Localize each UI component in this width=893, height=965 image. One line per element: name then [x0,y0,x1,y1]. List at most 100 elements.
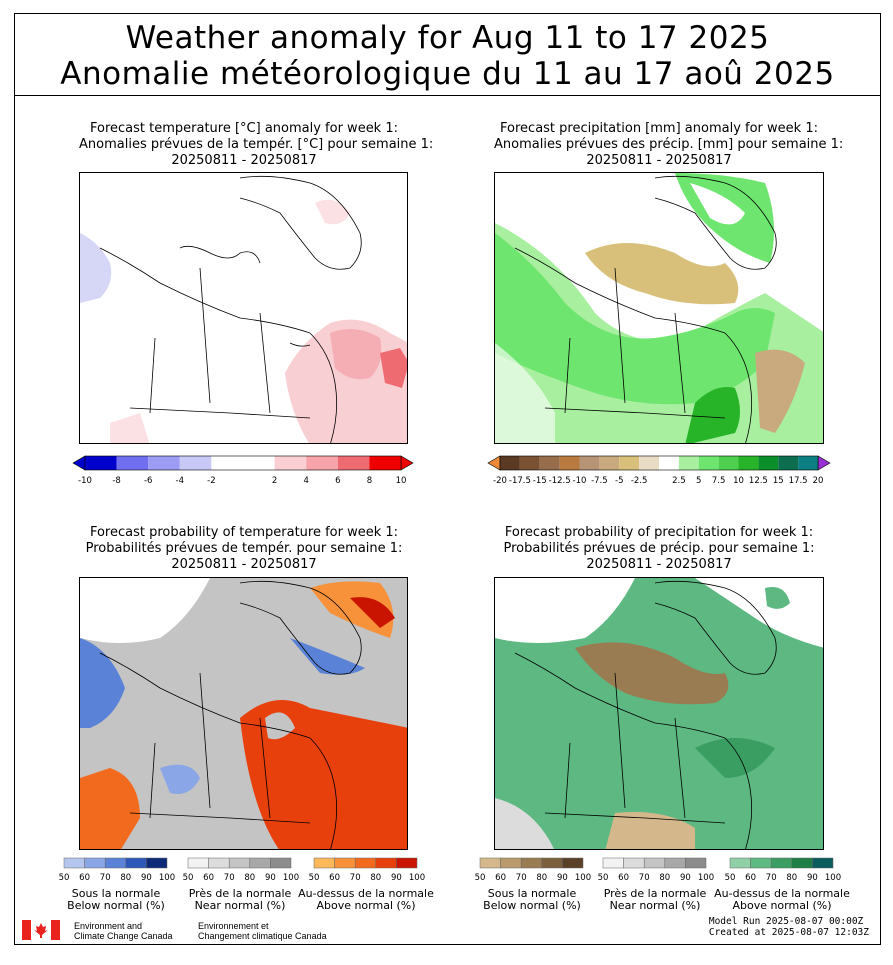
colorbar-segment [148,456,180,470]
panel-title-precip-anomaly: Forecast precipitation [mm] anomaly for … [494,121,844,169]
legend-label: Au-dessus de la normale Above normal (%) [284,888,448,912]
legend-label-en: Near normal (%) [194,899,286,912]
panel-period: 20250811 - 20250817 [171,557,317,572]
below-normal-arctic [290,638,365,675]
legend-tick-label: 60 [745,873,756,883]
legend-swatch [791,857,813,869]
panel-title-fr: Anomalies prévues des précip. [mm] pour … [494,137,844,152]
org-name-en-line2: Climate Change Canada [74,931,173,941]
legend-tick-label: 80 [659,873,670,883]
colorbar-low-arrow [487,455,501,471]
map-temp-prob-canvas [80,578,407,849]
panel-title-precip-prob: Forecast probability of precipitation fo… [494,525,824,573]
legend-tick-label: 90 [141,873,152,883]
panel-title-en: Forecast probability of temperature for … [89,525,399,540]
panel-title-fr: Probabilités prévues de tempér. pour sem… [85,541,403,556]
wet-anomaly-area [495,223,823,443]
colorbar-segment [306,456,338,470]
panel-period: 20250811 - 20250817 [586,557,732,572]
colorbar-tick-label: 7.5 [712,476,726,486]
legend-label-en: Near normal (%) [609,899,701,912]
colorbar-segment [559,456,580,470]
legend-tick-label: 90 [391,873,402,883]
legend-swatch [623,857,645,869]
figure-title-en: Weather anomaly for Aug 11 to 17 2025 [125,20,770,56]
colorbar-tick-label: -17.5 [509,476,531,486]
legend-swatch [396,857,418,869]
map-temp-anomaly-canvas [80,175,407,443]
no-signal-area [495,578,635,643]
panel-title-en: Forecast probability of precipitation fo… [504,525,814,540]
legend-tick-label: 90 [265,873,276,883]
warm-anomaly-core [330,329,382,380]
legend-label-fr: Sous la normale [71,887,161,900]
colorbar-tick-label: 2.5 [672,476,686,486]
colorbar-segment [778,456,799,470]
below-normal-prairies [160,764,200,794]
org-name-en-line1: Environment and [74,921,143,931]
wet-anomaly-core [495,233,775,405]
below-normal-arctic [575,642,729,705]
legend-tick-label: 80 [244,873,255,883]
colorbar-segment [500,456,520,470]
created-at-text: Created at 2025-08-07 12:03Z [708,927,869,938]
legend-swatch [770,857,793,869]
colorbar-segment [539,456,560,470]
legend-tick-label: 70 [350,873,361,883]
below-normal-south [605,812,695,849]
legend-label: Sous la normale Below normal (%) [34,888,198,912]
panel-title-en: Forecast temperature [°C] anomaly for we… [89,121,398,136]
dry-anomaly-east [755,349,805,433]
colorbar-tick-label: -6 [144,476,152,486]
legend-scale: 50 60 70 80 90 100 [725,857,841,883]
legend-tick-label: 100 [698,873,714,883]
figure-title-fr: Anomalie météorologique du 11 au 17 aoû … [60,56,835,92]
colorbar-outline [499,455,819,471]
legend-swatch [84,857,106,869]
colorbar-precip-anomaly-svg: -20 -17.5 -15 -12.5 -10 -7.5 -5 -2.5 2.5 5 7.5 10 12… [487,455,831,486]
legend-tick-label: 50 [475,873,486,883]
legend-label-en: Above normal (%) [732,899,832,912]
legend-label-en: Below normal (%) [67,899,165,912]
legend-scale: 50 60 70 80 90 100 [183,857,299,883]
legend-swatch [375,857,397,869]
legend-tick-label: 100 [825,873,841,883]
colorbar-low-arrow [72,455,86,471]
wet-anomaly-peak [685,387,740,443]
colorbar-segment [599,456,620,470]
org-name-fr: Environnement et Changement climatique C… [198,921,327,941]
colorbar-segment [211,456,243,470]
colorbar-tick-label: 20 [813,476,824,486]
map-precip-anomaly [494,172,824,444]
colorbar-segment [519,456,540,470]
legend-label: Sous la normale Below normal (%) [450,888,614,912]
legend-tick-label: 80 [120,873,131,883]
legend-tick-label: 80 [536,873,547,883]
legend-tick-label: 80 [370,873,381,883]
panel-title-fr: Anomalies prévues de la tempér. [°C] pou… [79,137,434,152]
legend-label-fr: Près de la normale [603,887,707,900]
canada-flag-icon [22,920,60,940]
warm-anomaly-south [110,413,150,443]
colorbar-precip-anomaly: -20 -17.5 -15 -12.5 -10 -7.5 -5 -2.5 2.5 5 7.5 10 12… [487,455,831,496]
legend-tick-label: 100 [409,873,425,883]
legend-swatch [643,857,666,869]
legend-label-en: Below normal (%) [483,899,581,912]
legend-swatch [602,857,624,869]
legend-label-fr: Au-dessus de la normale [298,887,434,900]
legend-swatch [812,857,834,869]
legend-tick-label: 60 [618,873,629,883]
warm-anomaly-greenland [315,199,350,225]
colorbar-segment [619,456,640,470]
legend-tick-label: 50 [309,873,320,883]
colorbar-high-arrow [400,455,414,471]
model-run-text: Model Run 2025-08-07 00:00Z [708,916,864,927]
legend-swatch [334,857,356,869]
legend-swatch [104,857,127,869]
legend-swatch [354,857,377,869]
colorbar-tick-label: 5 [696,476,701,486]
legend-swatch [541,857,563,869]
legend-scale: 50 60 70 80 90 100 [309,857,425,883]
legend-swatch [313,857,335,869]
colorbar-segment [698,456,719,470]
